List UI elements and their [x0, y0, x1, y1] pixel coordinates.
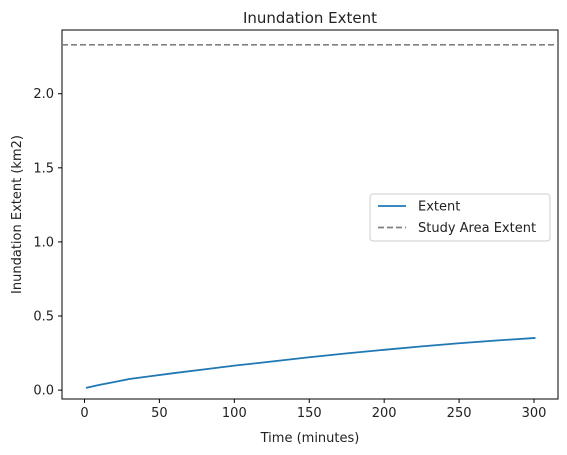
x-tick-label: 50 [151, 406, 168, 421]
legend: Extent Study Area Extent [369, 193, 551, 242]
chart-title: Inundation Extent [243, 9, 377, 27]
legend-box [369, 193, 551, 242]
y-tick-label: 0.0 [33, 384, 54, 399]
y-axis-label: Inundation Extent (km2) [10, 135, 25, 294]
x-tick-label: 100 [222, 406, 247, 421]
legend-label-study-area-extent: Study Area Extent [418, 221, 536, 236]
x-tick-label: 250 [447, 406, 472, 421]
y-axis: 0.0 0.5 1.0 1.5 2.0 [33, 87, 62, 399]
plot-area [61, 29, 559, 400]
y-tick-label: 0.5 [33, 310, 54, 325]
x-tick-label: 200 [372, 406, 397, 421]
y-tick-label: 2.0 [33, 87, 54, 102]
series-group [62, 44, 558, 389]
x-tick-label: 150 [297, 406, 322, 421]
x-tick-label: 300 [522, 406, 547, 421]
x-tick-label: 0 [80, 406, 88, 421]
y-tick-label: 1.0 [33, 235, 54, 250]
y-tick-label: 1.5 [33, 161, 54, 176]
x-axis: 0 50 100 150 200 250 300 [80, 399, 546, 421]
extent-line [85, 337, 536, 389]
legend-label-extent: Extent [418, 200, 460, 215]
plot-frame [61, 29, 559, 400]
x-axis-label: Time (minutes) [260, 431, 360, 446]
